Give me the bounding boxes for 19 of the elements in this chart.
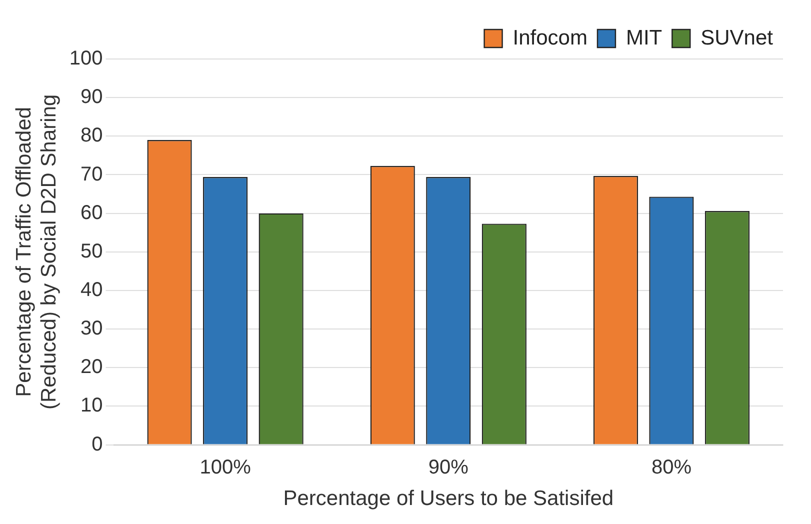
y-tick-label: 0 <box>92 433 103 456</box>
y-tick-label: 20 <box>80 356 103 378</box>
x-tick-label: 80% <box>651 456 692 478</box>
y-tick-label: 100 <box>69 48 103 70</box>
y-axis-title: Percentage of Traffic Offloaded (Reduced) by Social D2D Sharing <box>12 94 61 410</box>
x-tick-label: 100% <box>200 456 252 478</box>
y-tick-label: 50 <box>80 240 103 262</box>
y-tick-label: 40 <box>80 278 103 301</box>
y-tick-label: 10 <box>80 394 103 417</box>
legend-label: Infocom <box>512 26 588 50</box>
y-tick-label: 60 <box>80 202 103 224</box>
legend-label: MIT <box>626 26 662 50</box>
y-tick-label: 80 <box>80 124 103 147</box>
x-tick-label: 90% <box>428 456 469 478</box>
legend-label: SUVnet <box>700 26 774 50</box>
x-axis-title: Percentage of Users to be Satisifed <box>283 487 614 510</box>
y-tick-label: 70 <box>80 163 103 186</box>
y-tick-label: 30 <box>80 318 103 340</box>
y-tick-label: 90 <box>80 86 103 108</box>
